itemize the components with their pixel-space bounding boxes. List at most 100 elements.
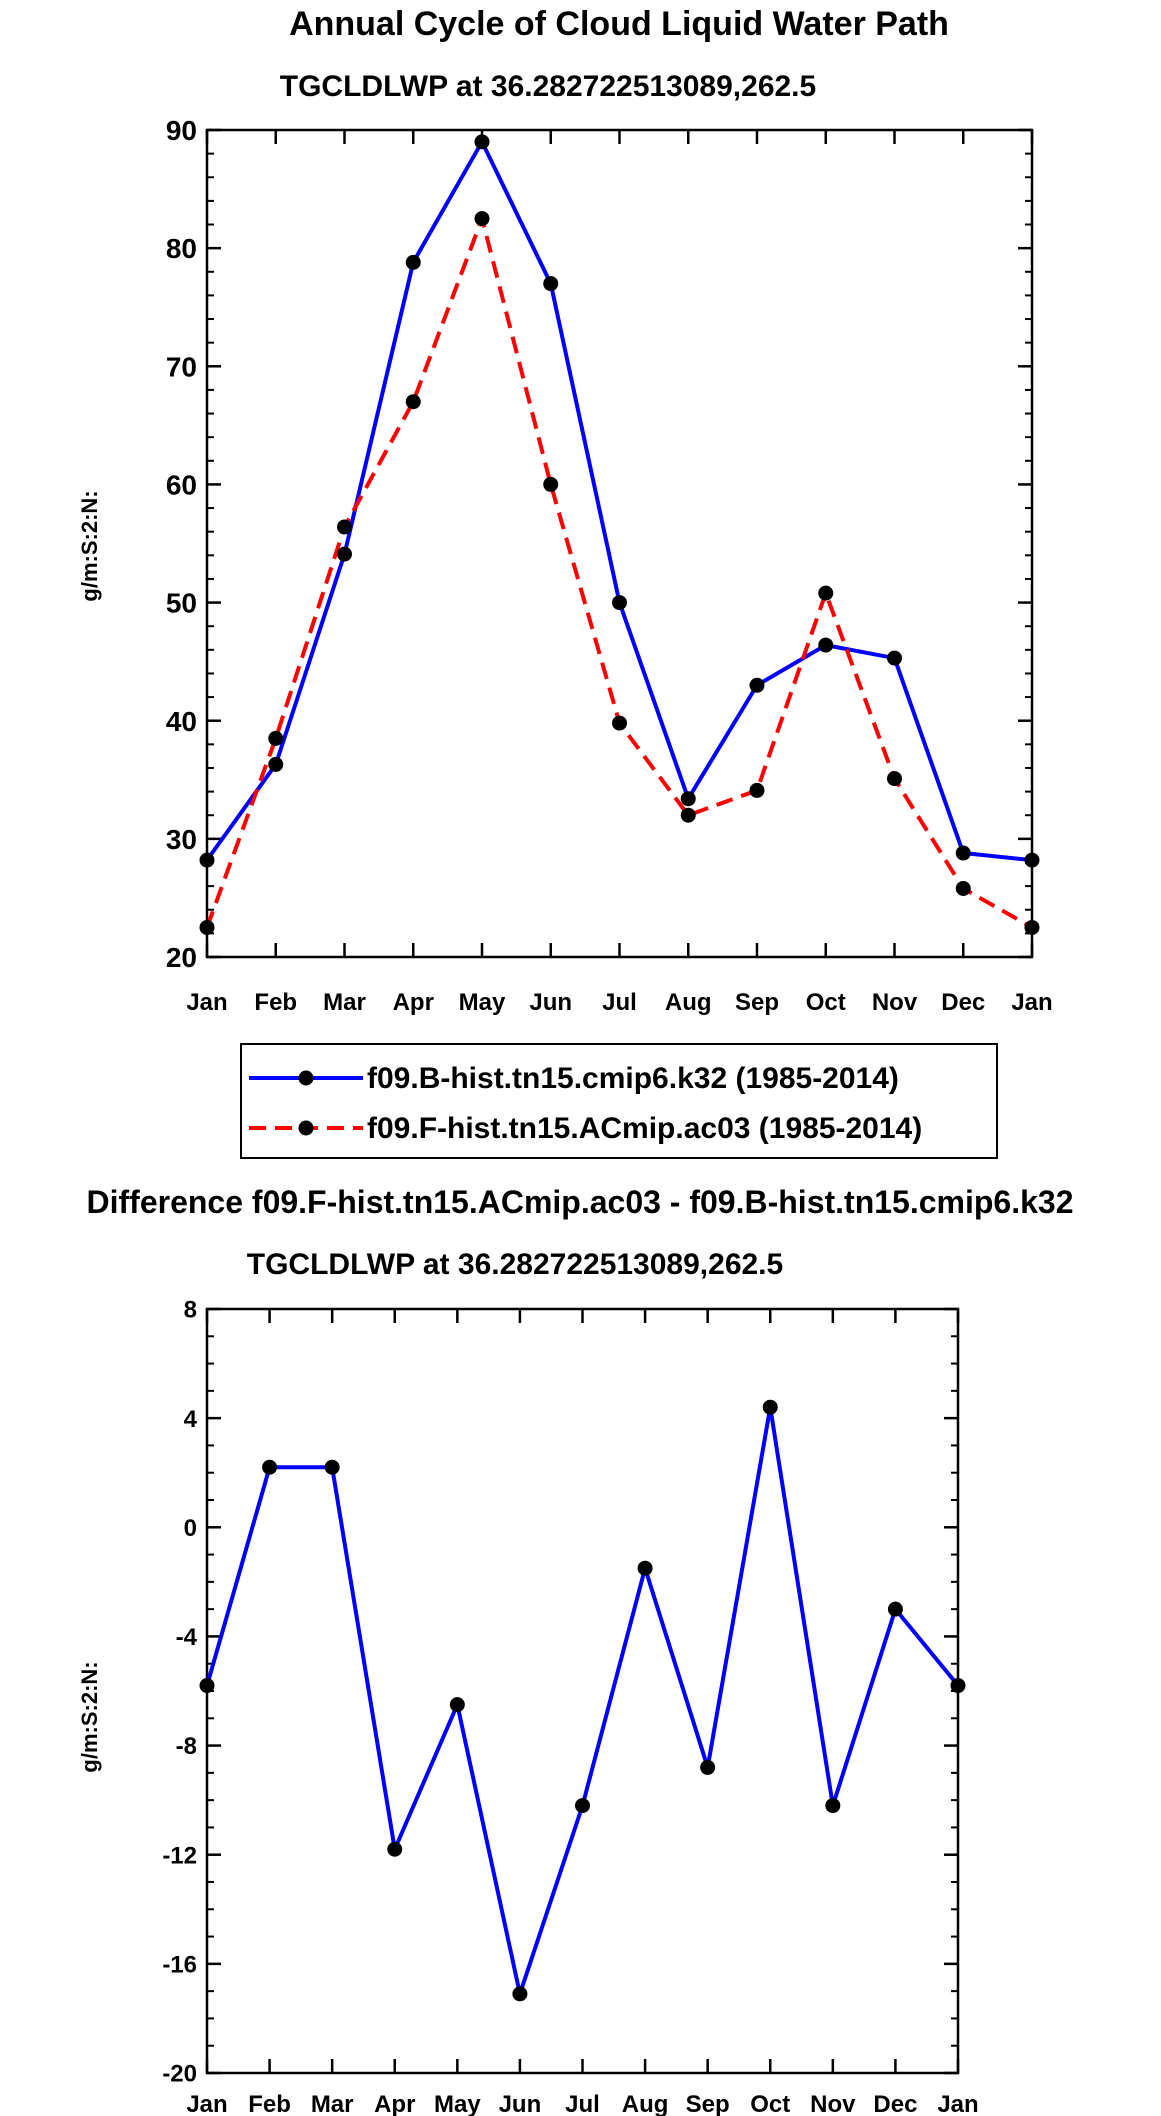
chart1-point-s2-12 bbox=[1024, 919, 1040, 935]
chart1-xtick-label: Aug bbox=[665, 989, 712, 1016]
chart2-xtick-label: Nov bbox=[810, 2091, 856, 2116]
chart2-subtitle: TGCLDLWP at 36.282722513089,262.5 bbox=[247, 1248, 783, 1281]
chart1-frame bbox=[205, 128, 1034, 959]
chart2-ytick-label: -8 bbox=[176, 1733, 197, 1760]
chart1-series-line-2 bbox=[205, 216, 1033, 930]
chart2-ylabel: g/m:S:2:N: bbox=[77, 1661, 102, 1772]
chart1-series-line-1 bbox=[205, 139, 1033, 863]
chart1-xtick-label: Jun bbox=[529, 989, 572, 1016]
chart1-point-s1-12 bbox=[1024, 852, 1040, 868]
chart2-point-s1-10 bbox=[825, 1798, 841, 1814]
chart1-xtick-label: Jan bbox=[1011, 989, 1052, 1016]
chart1-ytick-label: 30 bbox=[166, 824, 197, 855]
legend-marker-1 bbox=[298, 1070, 314, 1086]
chart2-xtick-label: Dec bbox=[873, 2091, 917, 2116]
chart1-point-s1-2 bbox=[337, 546, 352, 562]
chart1-point-s2-9 bbox=[818, 585, 834, 601]
chart2-xtick-label: Sep bbox=[686, 2091, 730, 2116]
chart1-xtick-label: Dec bbox=[941, 989, 985, 1016]
legend-marker-2 bbox=[298, 1120, 314, 1136]
chart2-xtick-label: May bbox=[434, 2091, 481, 2116]
legend-label-1: f09.B-hist.tn15.cmip6.k32 (1985-2014) bbox=[367, 1062, 899, 1095]
chart2-ytick-label: 8 bbox=[184, 1297, 197, 1324]
chart1-point-s2-10 bbox=[887, 771, 902, 787]
chart2-series-line-1 bbox=[205, 1405, 960, 1996]
chart1-point-s1-4 bbox=[474, 134, 490, 150]
chart2-ytick-label: -12 bbox=[162, 1842, 197, 1869]
chart1-point-s1-7 bbox=[680, 791, 696, 807]
chart1-point-s2-1 bbox=[268, 730, 284, 746]
chart1-point-s2-5 bbox=[543, 476, 559, 492]
chart1-xtick-label: Sep bbox=[735, 989, 779, 1016]
legend: f09.B-hist.tn15.cmip6.k32 (1985-2014) f0… bbox=[240, 1043, 998, 1159]
chart1-ytick-label: 20 bbox=[166, 942, 197, 973]
chart2-xtick-label: Mar bbox=[311, 2091, 354, 2116]
chart1-xtick-label: Nov bbox=[872, 989, 918, 1016]
chart1-ytick-label: 80 bbox=[166, 233, 197, 264]
chart2-point-s1-4 bbox=[449, 1697, 465, 1713]
chart1-point-s1-3 bbox=[405, 254, 421, 270]
chart1-title: Annual Cycle of Cloud Liquid Water Path bbox=[289, 5, 949, 43]
chart1-point-s1-9 bbox=[818, 637, 834, 653]
chart2-xtick-label: Jan bbox=[186, 2091, 227, 2116]
chart2-ytick-label: -16 bbox=[162, 1951, 197, 1978]
chart2-point-s1-9 bbox=[762, 1399, 778, 1415]
chart2-ytick-label: -4 bbox=[176, 1624, 198, 1651]
chart1-ytick-label: 70 bbox=[166, 351, 197, 382]
chart1-point-s2-0 bbox=[199, 919, 215, 935]
chart2-xtick-label: Aug bbox=[622, 2091, 669, 2116]
chart1-point-s1-1 bbox=[268, 756, 284, 772]
chart1-xtick-label: Jan bbox=[186, 989, 227, 1016]
chart1-point-s1-5 bbox=[543, 276, 559, 292]
chart2-plot: -20 -16 -12 -8 -4 0 4 8 Jan Feb Mar Apr May Jun Jul Aug… bbox=[162, 1297, 978, 2116]
chart1-point-s2-3 bbox=[405, 394, 421, 410]
chart2-point-s1-7 bbox=[637, 1560, 653, 1576]
chart2-point-s1-3 bbox=[387, 1841, 403, 1857]
chart2-ytick-label: 4 bbox=[184, 1406, 198, 1433]
chart1-point-s2-11 bbox=[955, 880, 971, 896]
chart1-point-s1-6 bbox=[612, 595, 627, 611]
chart2-point-s1-8 bbox=[700, 1759, 716, 1775]
chart1-point-s2-4 bbox=[474, 211, 490, 227]
chart2-xtick-label: Feb bbox=[248, 2091, 291, 2116]
chart1-xtick-label: Apr bbox=[393, 989, 434, 1016]
chart2-xtick-label: Jul bbox=[565, 2091, 600, 2116]
chart1-point-s2-2 bbox=[337, 519, 352, 535]
chart2-xtick-label: Apr bbox=[374, 2091, 415, 2116]
chart1-point-s1-0 bbox=[199, 852, 215, 868]
chart2-frame bbox=[205, 1307, 960, 2075]
chart2-point-s1-1 bbox=[262, 1459, 278, 1475]
chart1-point-s1-10 bbox=[887, 650, 902, 666]
chart2-point-s1-12 bbox=[950, 1678, 966, 1694]
chart1-point-s1-11 bbox=[955, 845, 971, 861]
chart1-xtick-label: Feb bbox=[254, 989, 297, 1016]
chart2-point-s1-0 bbox=[199, 1678, 215, 1694]
chart2-ytick-label: -20 bbox=[162, 2061, 197, 2088]
chart1-point-s2-8 bbox=[749, 782, 765, 798]
chart1-subtitle: TGCLDLWP at 36.282722513089,262.5 bbox=[280, 70, 816, 103]
chart1-plot: 20 30 40 50 60 70 80 90 Jan Feb Mar Apr May Jun Jul Aug… bbox=[166, 115, 1053, 1016]
chart2-xtick-label: Oct bbox=[750, 2091, 790, 2116]
legend-label-2: f09.F-hist.tn15.ACmip.ac03 (1985-2014) bbox=[367, 1112, 922, 1145]
chart2-point-s1-2 bbox=[324, 1459, 340, 1475]
chart1-ylabel: g/m:S:2:N: bbox=[77, 490, 102, 601]
chart1-ytick-label: 60 bbox=[166, 470, 197, 501]
chart1-point-s2-7 bbox=[680, 807, 696, 823]
chart2-xtick-label: Jun bbox=[499, 2091, 542, 2116]
chart1-xtick-label: Oct bbox=[806, 989, 846, 1016]
chart2-point-s1-6 bbox=[575, 1798, 590, 1814]
chart2-title: Difference f09.F-hist.tn15.ACmip.ac03 - … bbox=[87, 1184, 1074, 1220]
chart2-ytick-label: 0 bbox=[184, 1515, 197, 1542]
chart1-point-s2-6 bbox=[612, 715, 627, 731]
chart2-xtick-label: Jan bbox=[937, 2091, 978, 2116]
legend-box bbox=[240, 1043, 998, 1159]
chart1-ytick-label: 40 bbox=[166, 706, 197, 737]
chart2-point-s1-11 bbox=[887, 1601, 903, 1617]
chart1-ytick-label: 90 bbox=[166, 115, 197, 146]
chart1-point-s1-8 bbox=[749, 677, 765, 693]
chart1-xtick-label: Mar bbox=[323, 989, 366, 1016]
chart1-xtick-label: Jul bbox=[602, 989, 637, 1016]
chart1-xtick-label: May bbox=[459, 989, 506, 1016]
chart2-point-s1-5 bbox=[512, 1986, 528, 2002]
